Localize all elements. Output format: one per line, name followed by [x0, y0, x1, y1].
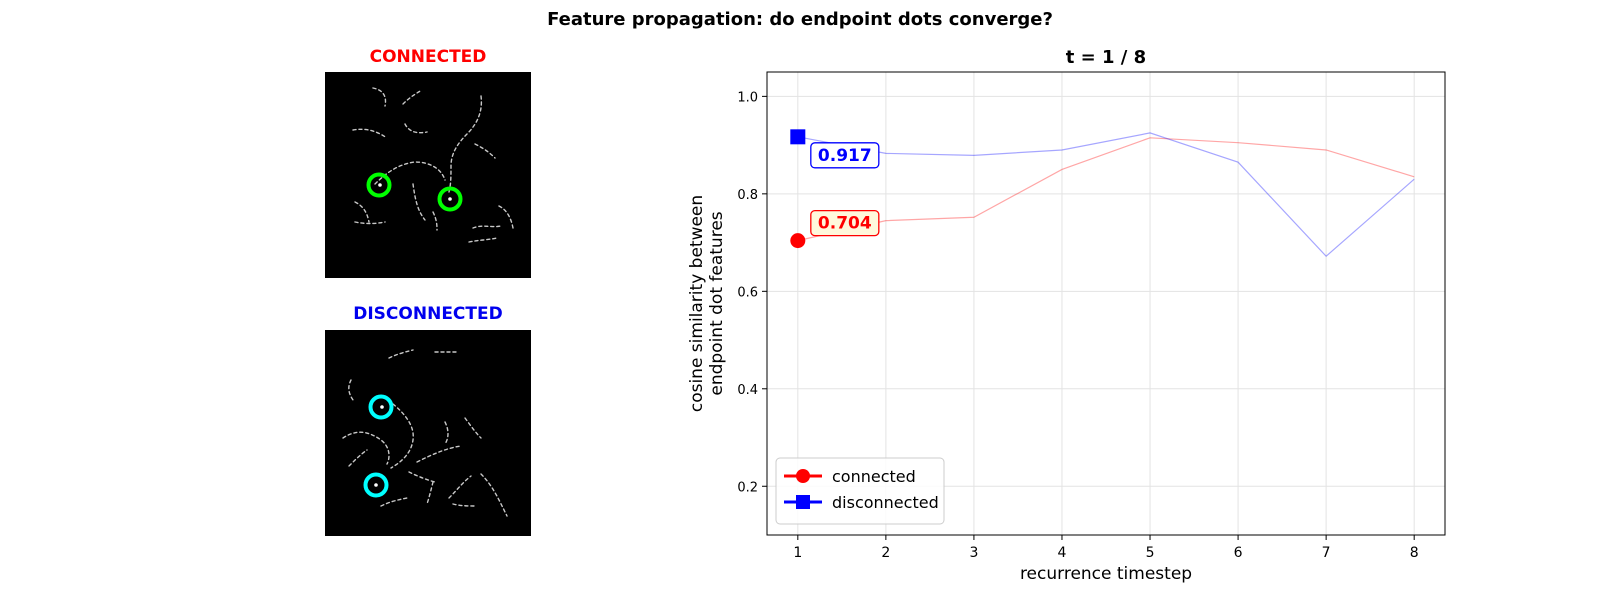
- legend-marker-connected: [796, 469, 810, 483]
- chart-title: t = 1 / 8: [1066, 47, 1146, 68]
- series-line-connected: [797, 137, 1415, 242]
- x-tick-label: 2: [881, 545, 890, 561]
- connected-endpoint-marker-1: [366, 172, 392, 198]
- value-label-box-disconnected: [810, 142, 880, 169]
- y-tick-label: 0.4: [737, 383, 758, 398]
- value-label-disconnected: 0.917: [818, 146, 872, 166]
- y-axis-label: cosine similarity betweenendpoint dot fe…: [687, 195, 727, 412]
- disconnected-endpoint-marker-1: [368, 394, 394, 420]
- connected-endpoint-marker-2: [437, 186, 463, 212]
- legend-label-disconnected: disconnected: [832, 493, 939, 512]
- connected-stimulus-drawing: [352, 87, 514, 243]
- x-tick-label: 3: [969, 545, 978, 561]
- x-tick-label: 1: [793, 545, 802, 561]
- legend-marker-disconnected: [796, 495, 810, 509]
- figure-title: Feature propagation: do endpoint dots co…: [547, 9, 1053, 30]
- x-tick-label: 8: [1410, 545, 1419, 561]
- value-label-connected: 0.704: [818, 214, 872, 234]
- connected-panel-title: CONNECTED: [369, 47, 487, 67]
- connected-stimulus-image: [325, 72, 531, 278]
- value-label-box-connected: [810, 209, 880, 237]
- y-axis-label-line: cosine similarity between: [687, 195, 707, 412]
- disconnected-stimulus-drawing: [342, 349, 508, 517]
- y-tick-label: 0.6: [737, 285, 758, 300]
- y-tick-label: 0.2: [737, 480, 758, 495]
- plot-area-frame: [766, 71, 1446, 536]
- y-axis-label-line: endpoint dot features: [707, 211, 727, 395]
- x-tick-label: 4: [1058, 545, 1067, 561]
- legend-label-connected: connected: [832, 467, 916, 486]
- x-tick-label: 6: [1234, 545, 1243, 561]
- x-axis-label: recurrence timestep: [1020, 564, 1192, 584]
- y-tick-label: 1.0: [737, 90, 758, 105]
- x-tick-label: 7: [1322, 545, 1331, 561]
- y-tick-label: 0.8: [737, 188, 758, 203]
- chart-legend: connected disconnected: [775, 457, 945, 525]
- current-point-connected: [790, 233, 806, 249]
- current-point-disconnected: [790, 129, 806, 145]
- disconnected-stimulus-image: [325, 330, 531, 536]
- disconnected-panel-title: DISCONNECTED: [353, 304, 503, 324]
- x-tick-label: 5: [1146, 545, 1155, 561]
- disconnected-endpoint-marker-2: [363, 472, 389, 498]
- series-line-disconnected: [797, 132, 1415, 258]
